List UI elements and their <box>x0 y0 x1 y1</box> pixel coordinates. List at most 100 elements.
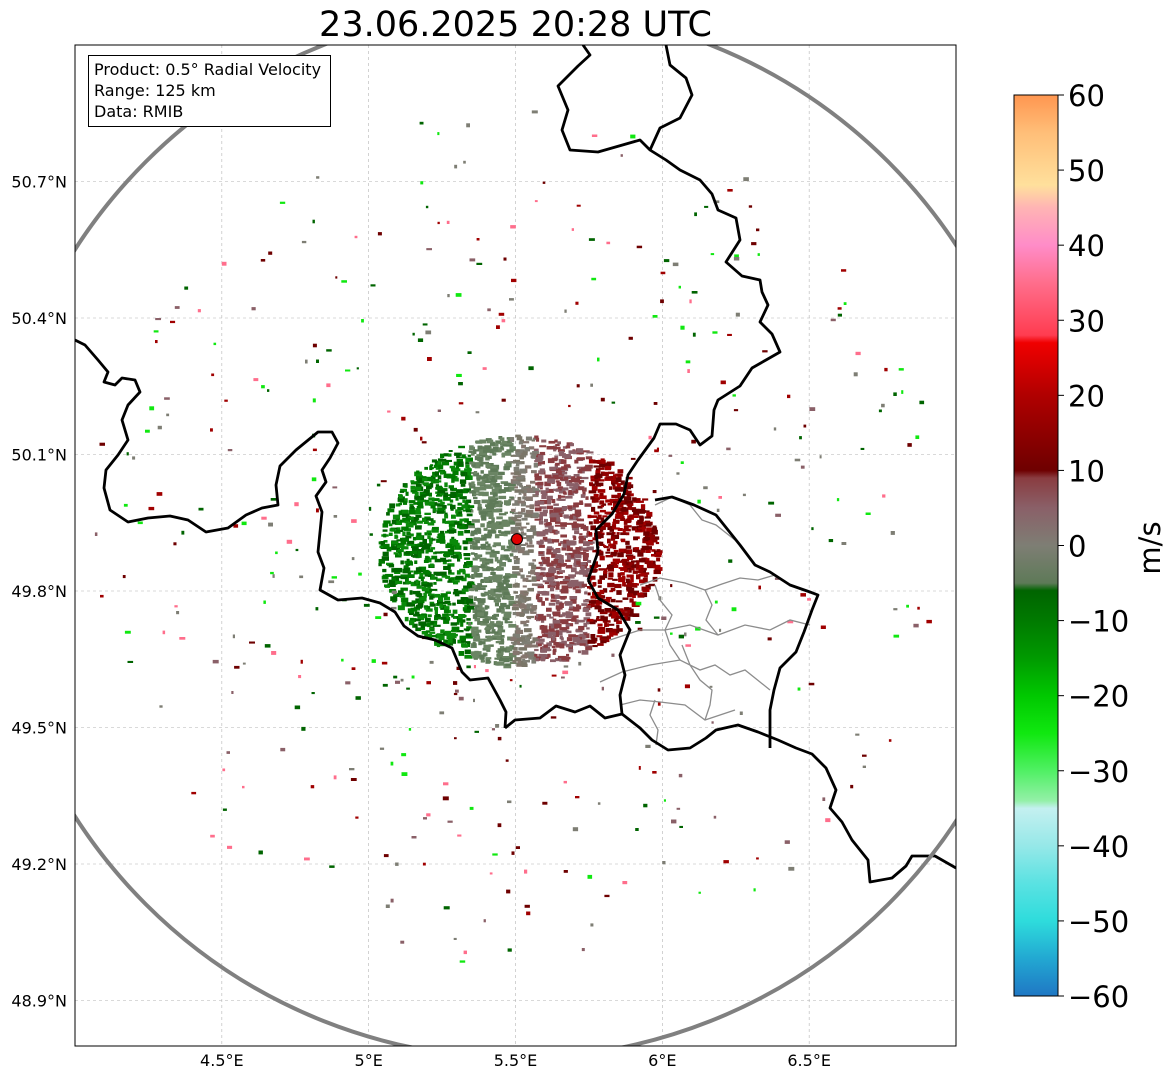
echo-pixel <box>564 575 571 581</box>
echo-pixel <box>625 540 630 545</box>
echo-pixel <box>497 566 502 571</box>
echo-pixel <box>591 277 597 281</box>
echo-pixel <box>625 476 633 480</box>
echo-pixel <box>578 619 585 623</box>
echo-pixel <box>512 571 520 574</box>
echo-pixel <box>448 450 453 452</box>
echo-pixel <box>504 500 511 506</box>
echo-pixel <box>407 541 414 545</box>
echo-pixel <box>581 583 587 587</box>
echo-pixel <box>470 632 479 638</box>
echo-pixel <box>444 596 450 601</box>
echo-pixel <box>524 465 532 469</box>
echo-pixel <box>542 801 548 805</box>
echo-pixel <box>489 597 496 600</box>
echo-pixel <box>535 453 540 458</box>
echo-pixel <box>417 602 424 608</box>
echo-pixel <box>429 660 434 664</box>
echo-pixel <box>451 474 456 479</box>
echo-pixel <box>587 560 592 563</box>
echo-pixel <box>637 519 644 525</box>
echo-pixel <box>500 602 507 608</box>
echo-pixel <box>428 492 432 497</box>
echo-pixel <box>557 513 563 517</box>
echo-pixel <box>379 747 385 750</box>
echo-pixel <box>490 549 495 553</box>
echo-pixel <box>563 780 567 784</box>
echo-pixel <box>421 568 426 571</box>
echo-pixel <box>479 451 488 456</box>
echo-pixel <box>431 529 439 533</box>
echo-pixel <box>569 596 578 600</box>
echo-pixel <box>614 487 622 492</box>
echo-pixel <box>466 123 470 128</box>
echo-pixel <box>470 552 475 555</box>
echo-pixel <box>412 537 417 541</box>
echo-pixel <box>501 398 506 402</box>
echo-pixel <box>436 536 443 539</box>
echo-pixel <box>534 653 538 657</box>
echo-pixel <box>562 446 568 449</box>
echo-pixel <box>441 461 450 466</box>
echo-pixel <box>488 520 495 524</box>
echo-pixel <box>477 481 485 486</box>
echo-pixel <box>496 635 501 639</box>
echo-pixel <box>430 464 434 467</box>
echo-pixel <box>410 489 416 493</box>
echo-pixel <box>515 846 520 849</box>
echo-pixel <box>519 684 522 688</box>
echo-pixel <box>526 537 533 542</box>
echo-pixel <box>709 685 713 688</box>
echo-pixel <box>680 461 684 464</box>
echo-pixel <box>457 508 462 511</box>
echo-pixel <box>401 526 409 531</box>
echo-pixel <box>544 656 549 659</box>
echo-pixel <box>481 534 486 539</box>
echo-pixel <box>315 607 319 611</box>
echo-pixel <box>498 530 502 534</box>
echo-pixel <box>491 568 495 572</box>
echo-pixel <box>382 579 389 583</box>
echo-pixel <box>468 482 474 486</box>
radar-site-marker[interactable] <box>510 533 523 546</box>
echo-pixel <box>416 506 424 509</box>
echo-pixel <box>462 540 469 545</box>
echo-pixel <box>888 739 892 742</box>
echo-pixel <box>496 578 502 583</box>
echo-pixel <box>882 494 886 498</box>
echo-pixel <box>465 476 470 480</box>
echo-pixel <box>549 466 556 471</box>
echo-pixel <box>734 254 739 258</box>
map-area[interactable] <box>0 8 1042 1058</box>
echo-pixel <box>535 575 543 580</box>
echo-pixel <box>606 635 611 639</box>
echo-pixel <box>557 494 562 499</box>
echo-pixel <box>414 560 418 564</box>
echo-pixel <box>475 572 483 578</box>
echo-pixel <box>563 870 568 873</box>
echo-pixel <box>438 597 444 602</box>
echo-pixel <box>472 557 478 561</box>
colorbar-tick-label: 30 <box>1068 304 1105 338</box>
echo-pixel <box>466 560 473 566</box>
echo-pixel <box>455 689 459 693</box>
echo-pixel <box>572 637 580 641</box>
echo-pixel <box>632 570 638 574</box>
echo-pixel <box>485 628 491 633</box>
echo-pixel <box>443 497 451 501</box>
echo-pixel <box>551 645 556 649</box>
echo-pixel <box>464 500 469 506</box>
echo-pixel <box>635 549 641 553</box>
echo-pixel <box>632 508 640 513</box>
echo-pixel <box>569 486 576 489</box>
echo-pixel <box>470 538 476 541</box>
echo-pixel <box>448 569 452 574</box>
echo-pixel <box>569 479 574 483</box>
echo-pixel <box>227 845 233 849</box>
echo-pixel <box>439 603 443 609</box>
echo-pixel <box>176 611 180 615</box>
echo-pixel <box>552 630 560 634</box>
echo-pixel <box>575 796 580 799</box>
echo-pixel <box>388 523 393 527</box>
echo-pixel <box>620 518 626 521</box>
